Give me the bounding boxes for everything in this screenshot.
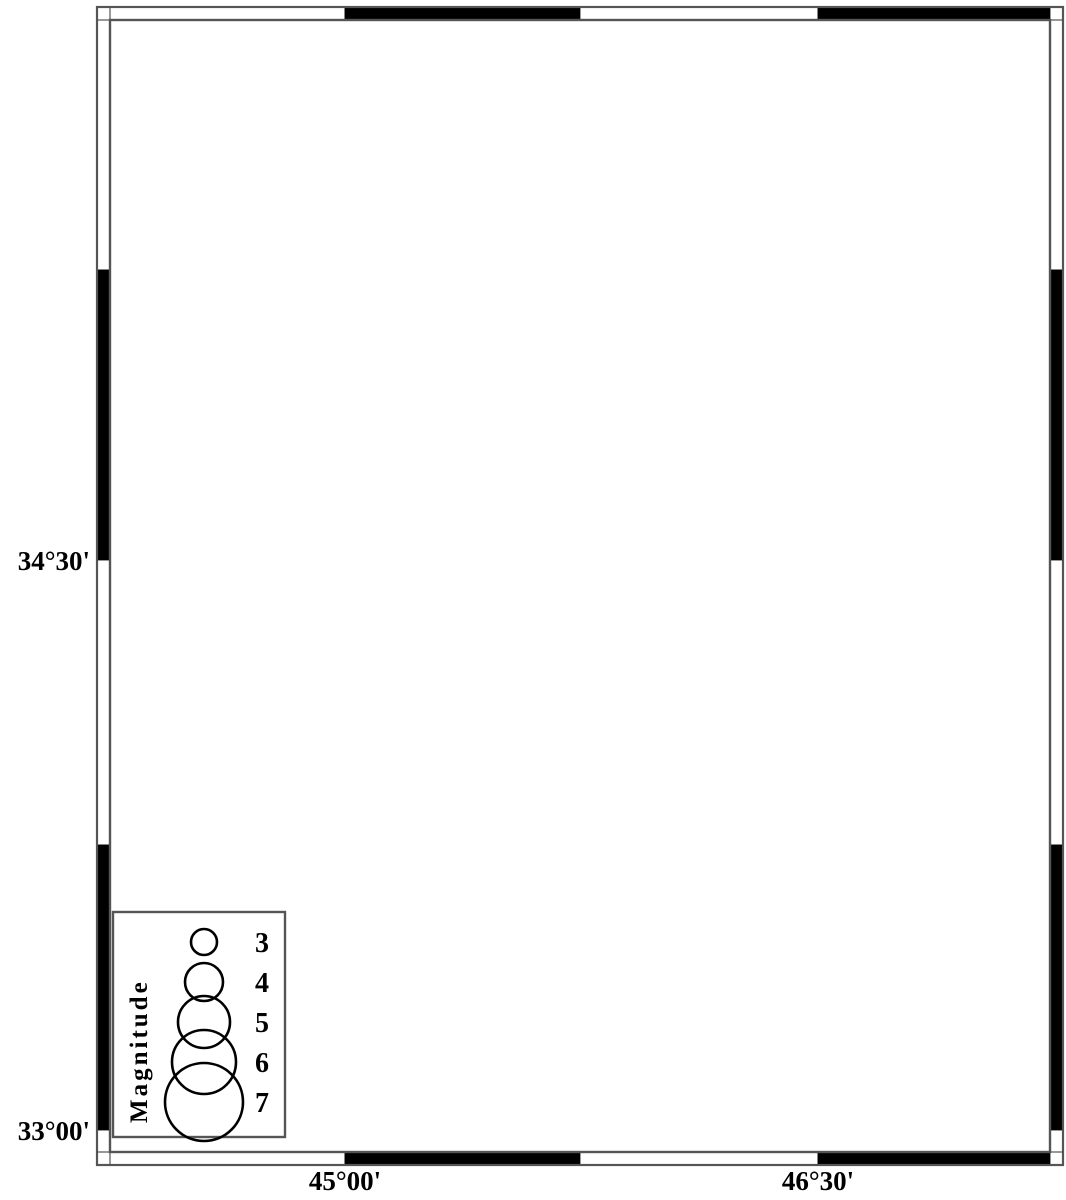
y-tick-label-0: 34°30' bbox=[18, 546, 90, 576]
map-frame bbox=[95, 5, 1065, 1167]
x-tick-label-1: 46°30' bbox=[782, 1166, 854, 1196]
x-tick-label-0: 45°00' bbox=[309, 1166, 381, 1196]
legend-symbol-mag-4 bbox=[183, 961, 225, 1003]
legend-label-mag-4: 4 bbox=[255, 968, 269, 999]
legend-symbol-mag-3 bbox=[189, 927, 219, 957]
legend-title: Magnitude bbox=[126, 979, 153, 1123]
legend-label-mag-5: 5 bbox=[255, 1008, 269, 1039]
legend-symbol-mag-6 bbox=[170, 1028, 238, 1096]
y-tick-label-1: 33°00' bbox=[18, 1116, 90, 1146]
legend-label-mag-3: 3 bbox=[255, 928, 269, 959]
legend-label-mag-6: 6 bbox=[255, 1048, 269, 1079]
legend-symbol-mag-5 bbox=[176, 994, 232, 1050]
legend-symbol-mag-7 bbox=[163, 1061, 245, 1143]
legend-label-mag-7: 7 bbox=[255, 1088, 269, 1119]
magnitude-legend: Magnitude 3 4 5 6 7 bbox=[111, 910, 287, 1143]
